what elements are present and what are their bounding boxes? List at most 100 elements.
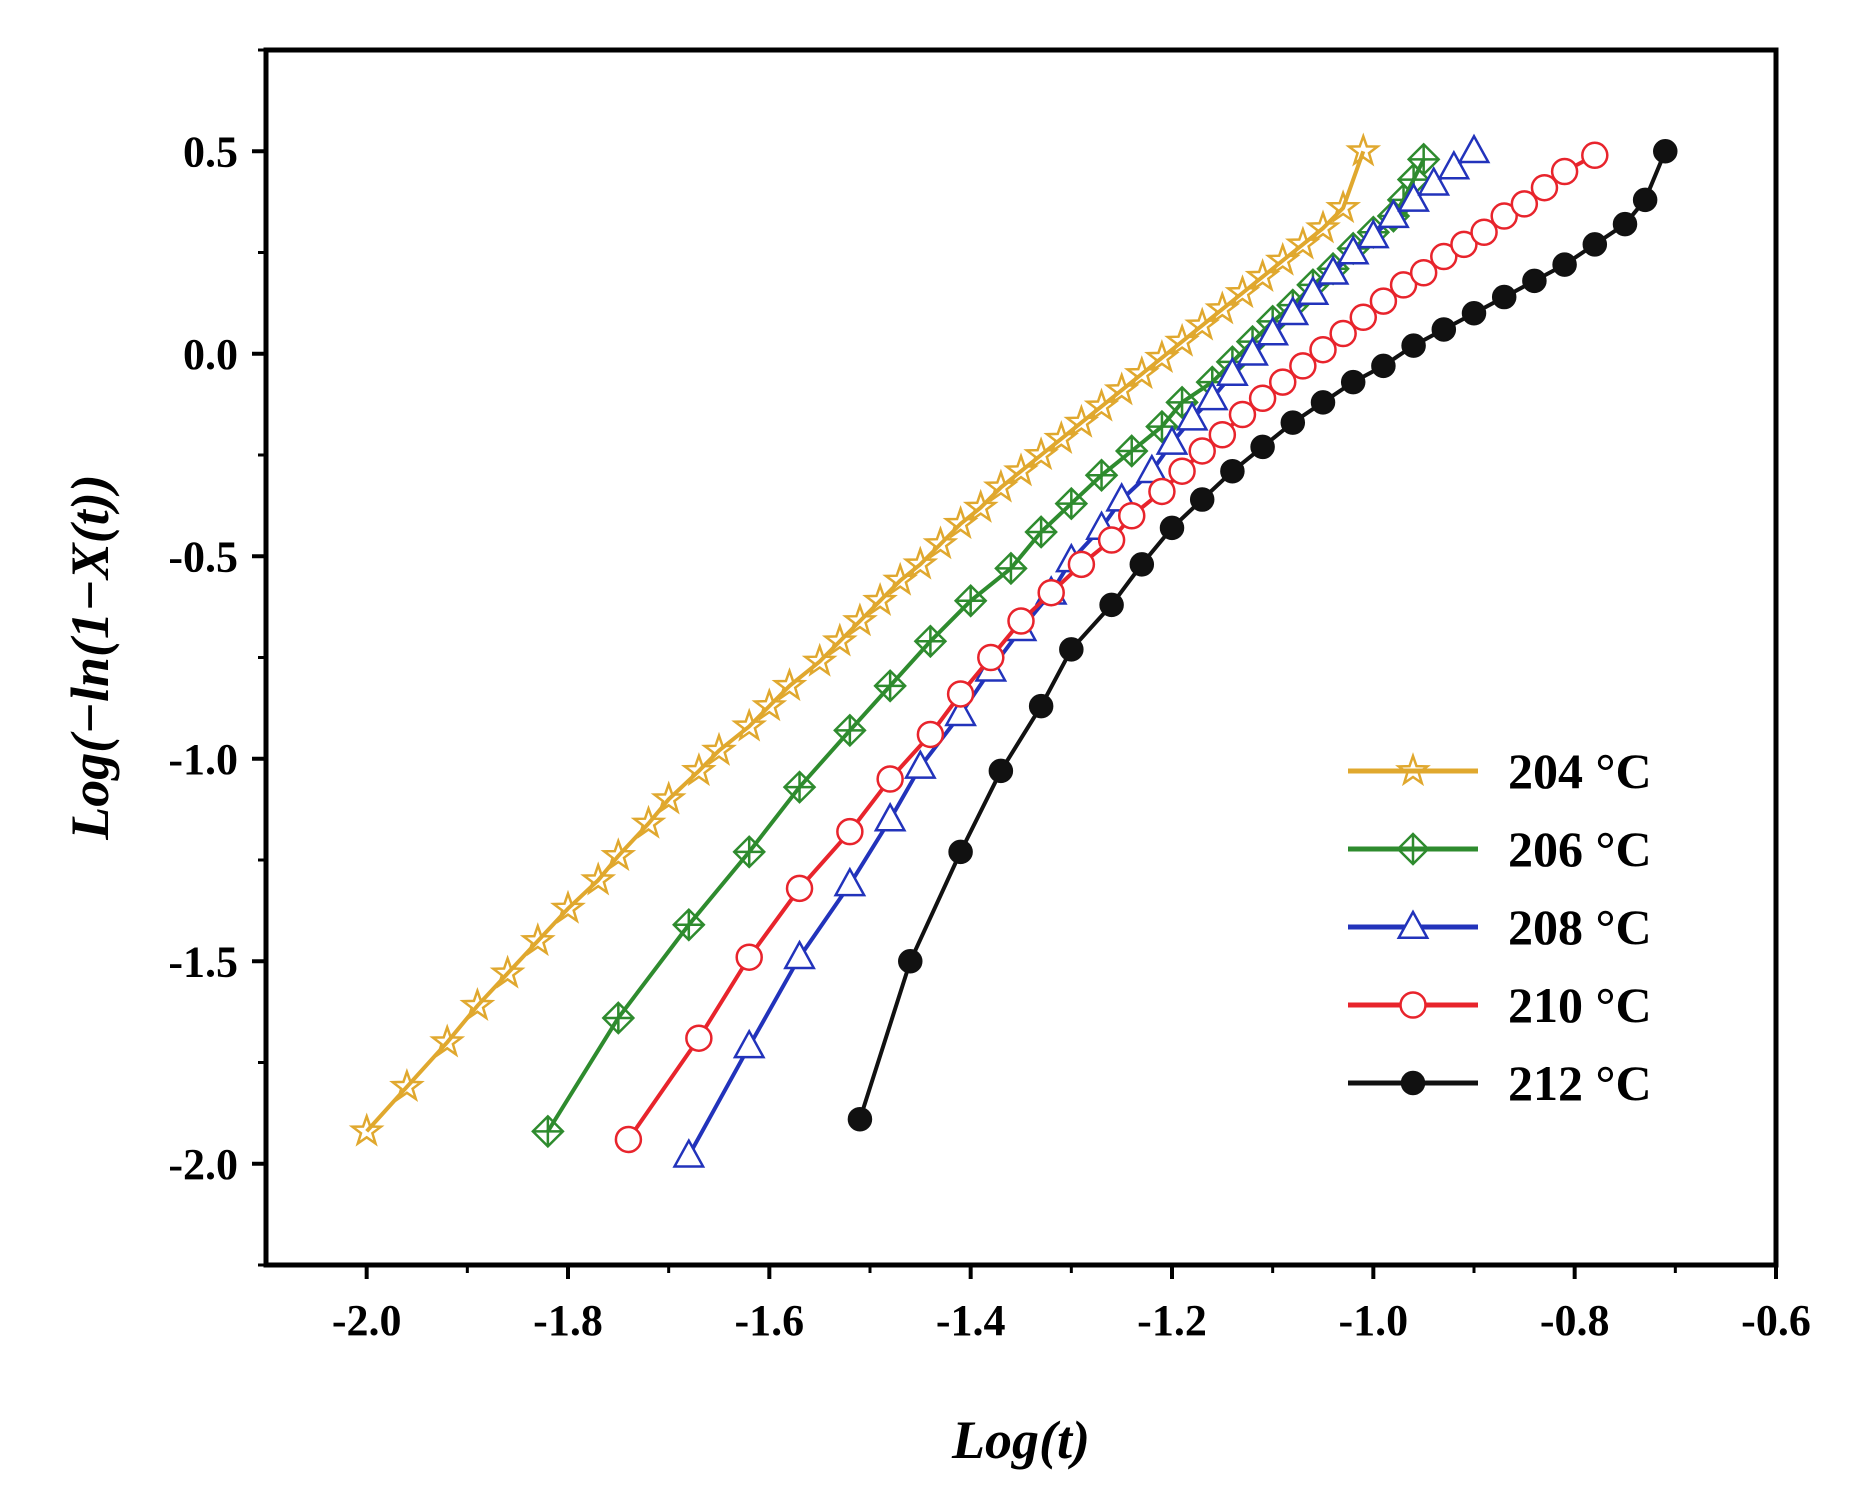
data-point-3-1 [685,1024,713,1052]
data-point-3-23 [1329,319,1357,348]
data-point-2-5 [903,749,937,779]
data-point-1-13 [1114,434,1149,468]
data-point-0-42 [1325,189,1362,224]
x-tick-label-2: -1.6 [735,1296,805,1345]
tick-labels-layer: -2.0 -1.8 -1.6 -1.4 -1.2 -1.0 -0.8 -0.6 0.5 0.0 -0… [168,127,1810,1345]
legend-marker-4 [1400,1070,1426,1096]
data-point-4-17 [1431,317,1457,342]
legend-item-1: 206 °C [1348,821,1652,877]
data-point-2-21 [1296,275,1330,306]
data-point-0-16 [801,642,838,677]
data-point-1-11 [1054,486,1089,521]
data-point-0-1 [389,1068,425,1102]
data-point-3-0 [614,1125,643,1154]
data-point-3-32 [1510,190,1539,218]
data-point-2-20 [1276,295,1310,326]
x-tick-label-3: -1.4 [936,1296,1006,1345]
data-point-4-6 [1099,592,1124,618]
data-point-4-18 [1461,301,1487,326]
data-point-4-24 [1632,187,1658,213]
data-point-2-22 [1316,255,1350,285]
data-point-0-19 [862,582,898,616]
data-point-0-12 [701,731,737,766]
legend-item-2: 208 °C [1348,899,1652,955]
series-3 [614,141,1609,1154]
data-point-2-4 [873,801,907,832]
data-point-3-8 [977,643,1005,672]
data-point-2-24 [1356,218,1390,249]
data-point-4-19 [1491,284,1517,310]
data-point-2-29 [1457,133,1491,164]
data-point-1-4 [782,770,817,804]
data-point-0-6 [550,889,586,924]
data-point-2-3 [833,866,867,897]
data-point-4-22 [1582,232,1608,257]
series-4 [847,139,1678,1132]
data-point-3-17 [1208,421,1237,449]
data-point-1-2 [672,908,706,942]
series-0 [348,132,1382,1147]
data-point-2-2 [783,939,816,970]
legend-label-3: 210 °C [1508,977,1652,1033]
data-point-2-19 [1256,315,1290,346]
data-point-0-8 [600,837,637,872]
data-point-0-13 [731,707,768,742]
data-point-1-8 [953,584,988,618]
data-point-3-14 [1148,477,1176,506]
data-point-0-24 [962,488,999,523]
data-point-3-6 [916,720,945,749]
data-point-0-14 [751,687,788,722]
data-point-0-18 [842,602,878,637]
data-point-4-16 [1401,333,1426,358]
data-point-4-14 [1340,369,1366,395]
data-point-3-7 [946,680,975,708]
y-tick-label-4: -1.5 [168,937,238,986]
data-point-3-13 [1117,502,1146,530]
data-point-4-1 [898,949,923,974]
data-point-4-10 [1220,458,1245,484]
data-point-3-33 [1530,173,1559,202]
data-point-0-0 [348,1112,385,1147]
data-point-3-27 [1409,259,1438,287]
data-point-0-2 [429,1023,466,1058]
legend-item-0: 204 °C [1348,743,1652,799]
data-point-0-15 [771,667,808,702]
data-point-1-7 [913,624,948,659]
data-point-2-1 [732,1028,766,1059]
data-point-3-26 [1389,271,1418,299]
data-point-4-3 [988,758,1014,784]
data-point-2-14 [1155,425,1189,455]
data-point-3-11 [1067,550,1096,579]
data-point-0-41 [1305,209,1341,244]
data-point-4-0 [847,1106,873,1132]
data-point-2-16 [1195,380,1229,411]
legend-label-0: 204 °C [1508,743,1652,799]
data-point-0-22 [922,525,959,560]
data-point-3-25 [1369,287,1398,315]
x-axis-title: Log(t) [951,1410,1090,1470]
data-point-3-28 [1430,242,1458,271]
legend-label-2: 208 °C [1508,899,1652,955]
data-point-4-4 [1028,693,1054,719]
data-point-3-35 [1581,141,1609,170]
ticks-layer [252,48,1778,1279]
x-tick-label-5: -1.0 [1339,1296,1409,1345]
data-point-2-6 [944,696,977,727]
x-tick-label-1: -1.8 [533,1296,603,1345]
data-point-3-15 [1168,457,1196,485]
data-point-3-10 [1037,578,1065,607]
data-point-1-28 [1406,142,1441,177]
data-point-3-31 [1490,202,1518,230]
data-point-1-5 [833,713,867,748]
data-point-3-20 [1268,368,1297,396]
data-point-4-9 [1189,487,1215,512]
y-tick-label-1: 0.0 [183,330,238,379]
data-point-2-13 [1135,453,1169,484]
series-line-3 [626,153,1596,1141]
legend-marker-0 [1395,752,1431,787]
data-point-3-22 [1309,335,1337,364]
data-point-1-0 [531,1114,565,1149]
series-layer [348,132,1678,1168]
data-point-2-23 [1336,234,1370,265]
